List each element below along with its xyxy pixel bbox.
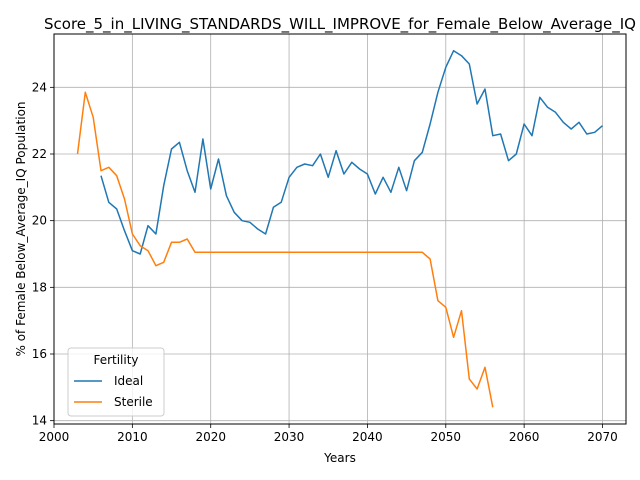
y-axis-label: % of Female Below_Average_IQ Population (14, 101, 28, 356)
x-tick-label: 2020 (195, 430, 226, 444)
x-axis-label: Years (323, 451, 356, 465)
y-tick-label: 16 (32, 347, 47, 361)
x-tick-label: 2000 (39, 430, 70, 444)
grid-lines (53, 34, 626, 424)
y-axis: 14 16 18 20 22 24 (32, 80, 54, 428)
y-tick-label: 18 (32, 280, 47, 294)
x-axis: 2000 2010 2020 2030 2040 2050 2060 2070 (39, 424, 618, 444)
x-tick-label: 2050 (431, 430, 462, 444)
x-tick-label: 2040 (352, 430, 383, 444)
x-tick-label: 2030 (274, 430, 305, 444)
legend-label-ideal: Ideal (114, 374, 143, 388)
series-layer (76, 49, 603, 408)
legend-label-sterile: Sterile (114, 395, 153, 409)
y-tick-label: 14 (32, 414, 47, 428)
legend: Fertility Ideal Sterile (67, 347, 165, 417)
y-tick-label: 20 (32, 214, 47, 228)
x-tick-label: 2060 (509, 430, 540, 444)
x-tick-label: 2070 (587, 430, 618, 444)
series-line-sterile (76, 91, 494, 408)
series-line-ideal (100, 49, 603, 255)
legend-box (67, 347, 165, 417)
legend-title: Fertility (93, 353, 138, 367)
chart-title: Score_5_in_LIVING_STANDARDS_WILL_IMPROVE… (44, 15, 636, 34)
plot-area-frame (53, 33, 627, 425)
y-tick-label: 24 (32, 80, 47, 94)
x-tick-label: 2010 (117, 430, 148, 444)
y-tick-label: 22 (32, 147, 47, 161)
